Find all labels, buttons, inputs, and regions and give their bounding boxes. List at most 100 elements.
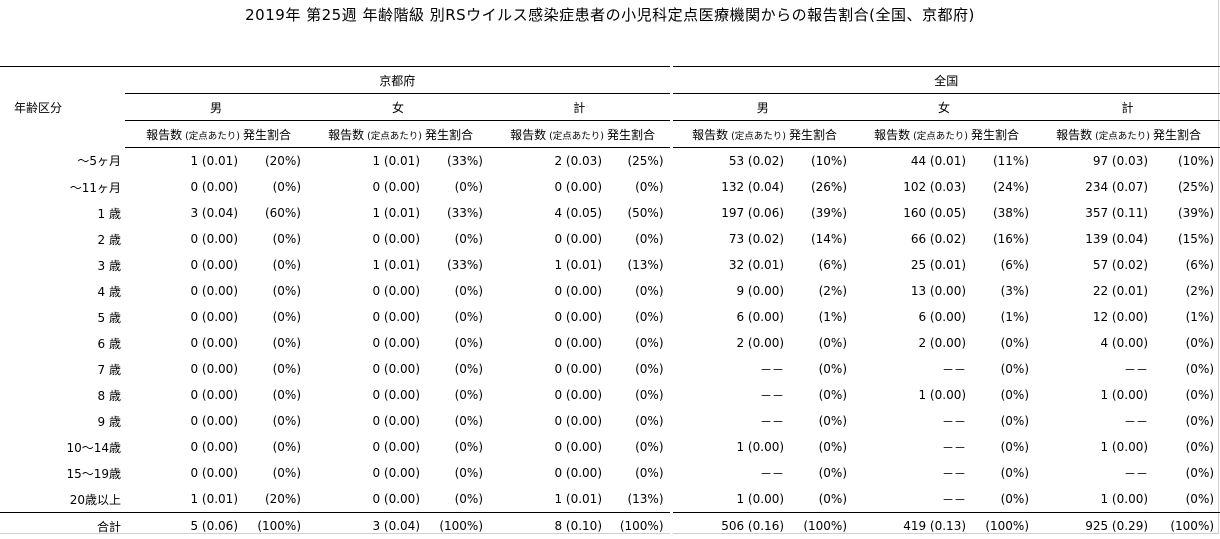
rate-cell: (100%)	[422, 513, 489, 539]
count-cell: 1 (0.01)	[489, 252, 604, 278]
rate-cell: (0%)	[604, 434, 671, 460]
count-cell: 44 (0.01)	[853, 148, 968, 175]
count-cell: 197 (0.06)	[671, 200, 786, 226]
rate-cell: (0%)	[604, 356, 671, 382]
age-label: 7 歳	[0, 356, 125, 382]
count-cell: 73 (0.02)	[671, 226, 786, 252]
rate-cell: (100%)	[786, 513, 853, 539]
count-cell: 0 (0.00)	[307, 434, 422, 460]
count-cell: 0 (0.00)	[307, 278, 422, 304]
region-header-row: 年齢区分 京都府 全国	[0, 67, 1220, 94]
age-label: 3 歳	[0, 252, 125, 278]
count-cell: 506 (0.16)	[671, 513, 786, 539]
age-label: ～11ヶ月	[0, 174, 125, 200]
count-cell: 0 (0.00)	[489, 382, 604, 408]
count-cell: 13 (0.00)	[853, 278, 968, 304]
count-cell: 0 (0.00)	[125, 278, 240, 304]
count-cell: 0 (0.00)	[307, 226, 422, 252]
rate-cell: (0%)	[786, 460, 853, 486]
rate-cell: (60%)	[240, 200, 307, 226]
rate-cell: (0%)	[422, 460, 489, 486]
age-label: ～5ヶ月	[0, 148, 125, 175]
count-cell: 0 (0.00)	[125, 252, 240, 278]
count-cell: 0 (0.00)	[307, 304, 422, 330]
count-cell: 5 (0.06)	[125, 513, 240, 539]
column-header-count-label: 報告数	[1056, 128, 1092, 142]
count-cell: 0 (0.00)	[489, 174, 604, 200]
count-cell: 0 (0.00)	[125, 434, 240, 460]
rate-cell: (0%)	[240, 278, 307, 304]
age-label: 10～14歳	[0, 434, 125, 460]
count-cell: 925 (0.29)	[1035, 513, 1150, 539]
count-cell: 0 (0.00)	[125, 382, 240, 408]
count-cell: 8 (0.10)	[489, 513, 604, 539]
sex-header-national-female: 女	[853, 94, 1035, 121]
count-cell: －－	[853, 460, 968, 486]
count-cell: 2 (0.03)	[489, 148, 604, 175]
count-cell: 0 (0.00)	[125, 174, 240, 200]
column-header-count: 報告数(定点あたり)	[1035, 121, 1150, 148]
rate-cell: (0%)	[604, 304, 671, 330]
rate-cell: (0%)	[968, 382, 1035, 408]
count-cell: －－	[671, 356, 786, 382]
count-cell: 0 (0.00)	[125, 408, 240, 434]
count-cell: 0 (0.00)	[125, 330, 240, 356]
count-cell: 1 (0.00)	[1035, 434, 1150, 460]
count-cell: 1 (0.01)	[307, 148, 422, 175]
rate-cell: (50%)	[604, 200, 671, 226]
count-cell: 0 (0.00)	[489, 356, 604, 382]
rate-cell: (0%)	[1150, 356, 1220, 382]
rate-cell: (0%)	[968, 330, 1035, 356]
rate-cell: (0%)	[1150, 330, 1220, 356]
count-cell: 0 (0.00)	[307, 486, 422, 513]
rate-cell: (33%)	[422, 200, 489, 226]
rate-cell: (0%)	[1150, 408, 1220, 434]
rate-cell: (0%)	[786, 408, 853, 434]
column-header-per-site-label: (定点あたり)	[913, 131, 968, 142]
column-header-rate: 発生割合	[786, 121, 853, 148]
rate-cell: (0%)	[604, 460, 671, 486]
column-header-count: 報告数(定点あたり)	[307, 121, 422, 148]
count-cell: 3 (0.04)	[307, 513, 422, 539]
count-cell: 0 (0.00)	[489, 226, 604, 252]
rate-cell: (1%)	[1150, 304, 1220, 330]
rate-cell: (1%)	[786, 304, 853, 330]
region-header-kyoto: 京都府	[125, 67, 671, 94]
report-table: 年齢区分 京都府 全国 男女計男女計 報告数(定点あたり)発生割合報告数(定点あ…	[0, 66, 1220, 539]
column-header-count: 報告数(定点あたり)	[853, 121, 968, 148]
count-cell: 3 (0.04)	[125, 200, 240, 226]
count-cell: 0 (0.00)	[125, 226, 240, 252]
rate-cell: (14%)	[786, 226, 853, 252]
count-cell: 1 (0.01)	[125, 148, 240, 175]
rate-cell: (100%)	[240, 513, 307, 539]
region-header-national: 全国	[671, 67, 1220, 94]
sex-header-kyoto-total: 計	[489, 94, 671, 121]
rate-cell: (0%)	[422, 486, 489, 513]
rate-cell: (25%)	[1150, 174, 1220, 200]
rate-cell: (0%)	[240, 330, 307, 356]
sex-header-row: 男女計男女計	[0, 94, 1220, 121]
count-cell: 419 (0.13)	[853, 513, 968, 539]
rate-cell: (3%)	[968, 278, 1035, 304]
sex-header-national-total: 計	[1035, 94, 1220, 121]
rate-cell: (0%)	[422, 304, 489, 330]
column-header-rate: 発生割合	[240, 121, 307, 148]
age-label: 4 歳	[0, 278, 125, 304]
rate-cell: (6%)	[1150, 252, 1220, 278]
rate-cell: (0%)	[968, 356, 1035, 382]
count-cell: －－	[1035, 460, 1150, 486]
count-cell: －－	[853, 486, 968, 513]
rate-cell: (13%)	[604, 486, 671, 513]
rate-cell: (20%)	[240, 148, 307, 175]
age-label: 2 歳	[0, 226, 125, 252]
rate-cell: (100%)	[1150, 513, 1220, 539]
column-header-count: 報告数(定点あたり)	[489, 121, 604, 148]
rate-cell: (0%)	[1150, 434, 1220, 460]
